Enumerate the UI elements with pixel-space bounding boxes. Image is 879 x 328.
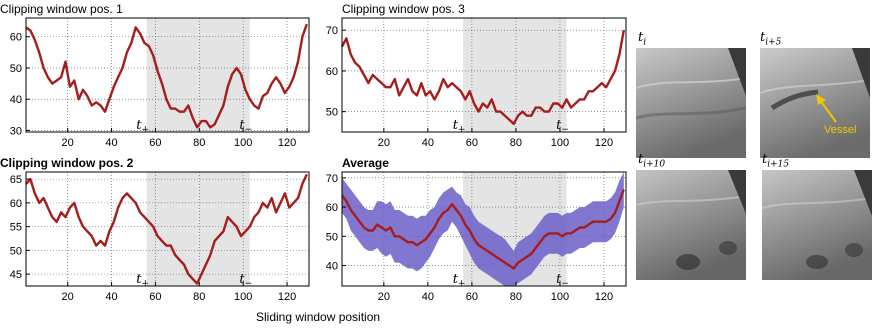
y-tick-label: 60 — [10, 198, 22, 210]
x-tick-label: 100 — [551, 137, 569, 149]
x-tick-label: 20 — [62, 291, 74, 303]
boundary-annotation: t− — [556, 272, 569, 289]
frame-label: ti+10 — [638, 152, 666, 170]
x-tick-label: 80 — [510, 137, 522, 149]
chart-pos2: 20 40 60 80 100 120 45 50 55 60 65 t+ t− — [10, 171, 310, 303]
x-tick-label: 40 — [105, 137, 117, 149]
x-tick-label: 60 — [149, 137, 161, 149]
x-tick-label: 20 — [378, 291, 390, 303]
chart-title: Average — [342, 156, 389, 170]
x-tick-label: 100 — [234, 137, 252, 149]
y-tick-label: 70 — [326, 25, 338, 37]
x-tick-label: 120 — [595, 137, 613, 149]
plot-frame — [341, 171, 627, 287]
x-tick-label: 20 — [62, 137, 74, 149]
series-line — [25, 23, 308, 129]
y-tick-label: 30 — [10, 125, 22, 137]
series-line — [341, 189, 625, 270]
y-tick-label: 60 — [326, 202, 338, 214]
x-tick-label: 60 — [149, 291, 161, 303]
boundary-annotation: t+ — [136, 272, 149, 289]
chart-panel-pos3: Clipping window pos. 3 20 40 60 80 100 120 50 6… — [316, 0, 634, 152]
boundary-annotation: t− — [239, 118, 252, 135]
series-line — [340, 29, 625, 126]
x-tick-label: 20 — [378, 137, 390, 149]
frame-label: ti+15 — [762, 152, 790, 170]
boundary-annotation: t+ — [453, 118, 466, 135]
x-tick-label: 120 — [278, 137, 296, 149]
boundary-annotation: t− — [556, 118, 569, 135]
y-tick-label: 65 — [10, 174, 22, 186]
shared-x-axis-label: Sliding window position — [256, 310, 381, 324]
y-tick-label: 70 — [326, 173, 338, 185]
x-tick-label: 80 — [510, 291, 522, 303]
chart-pos3: 20 40 60 80 100 120 50 60 70 t+ t− — [326, 17, 627, 149]
frame-label: ti — [638, 30, 647, 48]
ultrasound-frame — [760, 48, 870, 158]
x-tick-label: 120 — [278, 291, 296, 303]
chart-title: Clipping window pos. 3 — [342, 2, 465, 16]
y-tick-label: 55 — [10, 222, 22, 234]
shaded-interval — [146, 172, 250, 286]
y-tick-label: 60 — [10, 32, 22, 44]
plot-frame — [25, 171, 310, 287]
y-tick-label: 60 — [326, 66, 338, 78]
vessel-arrow-icon — [816, 94, 837, 123]
boundary-annotation: t+ — [453, 272, 466, 289]
ultrasound-frame — [636, 48, 746, 158]
x-tick-label: 40 — [105, 291, 117, 303]
y-tick-label: 40 — [326, 261, 338, 273]
boundary-annotation: t+ — [136, 118, 149, 135]
x-tick-label: 60 — [466, 291, 478, 303]
frame-label: ti+5 — [760, 30, 782, 48]
shaded-interval — [146, 18, 250, 132]
chart-average: 20 40 60 80 100 120 40 50 60 70 t+ t− — [326, 171, 627, 303]
chart-panel-pos1: Clipping window pos. 1 20 40 60 80 100 120 30 4… — [0, 0, 320, 152]
plot-frame — [341, 17, 627, 133]
x-tick-label: 40 — [422, 137, 434, 149]
vessel-annotation: Vessel — [824, 124, 857, 136]
chart-panel-average: Average 20 40 60 80 100 120 40 50 60 70 t+ t− — [316, 154, 634, 306]
chart-panel-pos2: Clipping window pos. 2 20 40 60 80 100 120 45 5… — [0, 154, 320, 306]
y-tick-label: 40 — [10, 94, 22, 106]
x-tick-label: 100 — [234, 291, 252, 303]
ultrasound-frame — [762, 170, 872, 280]
x-tick-label: 80 — [193, 137, 205, 149]
boundary-annotation: t− — [239, 272, 252, 289]
x-tick-label: 100 — [551, 291, 569, 303]
shaded-interval — [463, 18, 567, 132]
y-tick-label: 50 — [326, 107, 338, 119]
x-tick-label: 120 — [595, 291, 613, 303]
chart-title: Clipping window pos. 1 — [0, 2, 123, 16]
plot-frame — [25, 17, 310, 133]
x-tick-label: 60 — [466, 137, 478, 149]
x-tick-label: 80 — [193, 291, 205, 303]
std-band — [342, 172, 624, 286]
series-line — [25, 173, 308, 285]
y-tick-label: 50 — [10, 63, 22, 75]
y-tick-label: 50 — [10, 245, 22, 257]
x-tick-label: 40 — [422, 291, 434, 303]
y-tick-label: 45 — [10, 269, 22, 281]
chart-title: Clipping window pos. 2 — [0, 156, 134, 170]
y-tick-label: 50 — [326, 231, 338, 243]
ultrasound-frame — [636, 170, 746, 280]
